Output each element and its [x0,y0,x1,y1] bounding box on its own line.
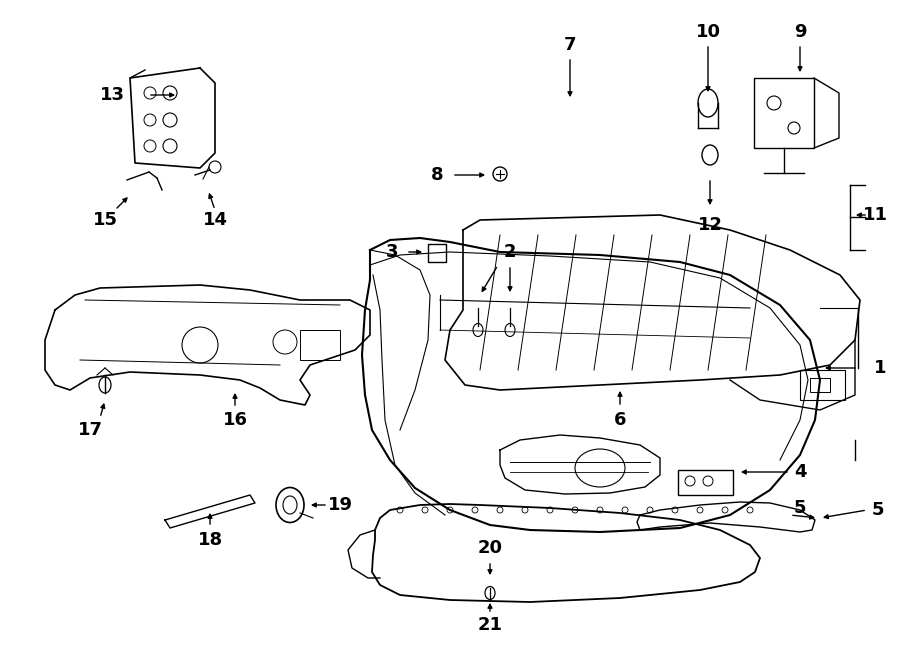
Bar [300,330,340,360]
Text: 3: 3 [385,243,398,261]
Text: 20: 20 [478,539,502,557]
Text: 18: 18 [197,531,222,549]
Text: 5: 5 [794,499,806,517]
Text: 9: 9 [794,23,806,41]
Text: 2: 2 [504,243,517,261]
Bar [678,470,733,495]
Text: 5: 5 [872,501,884,519]
Text: 1: 1 [874,359,886,377]
Text: 21: 21 [478,616,502,634]
Bar [428,244,446,262]
Text: 6: 6 [614,411,626,429]
Text: 8: 8 [430,166,443,184]
Text: 10: 10 [696,23,721,41]
Text: 15: 15 [93,211,118,229]
Text: 16: 16 [222,411,248,429]
Text: 17: 17 [77,421,103,439]
Bar [800,370,845,400]
Bar [754,78,814,148]
Text: 4: 4 [794,463,806,481]
Text: 13: 13 [100,86,125,104]
Text: 7: 7 [563,36,576,54]
Bar [810,378,830,392]
Text: 11: 11 [862,206,887,224]
Text: 12: 12 [698,216,723,234]
Text: 19: 19 [328,496,353,514]
Text: 14: 14 [202,211,228,229]
